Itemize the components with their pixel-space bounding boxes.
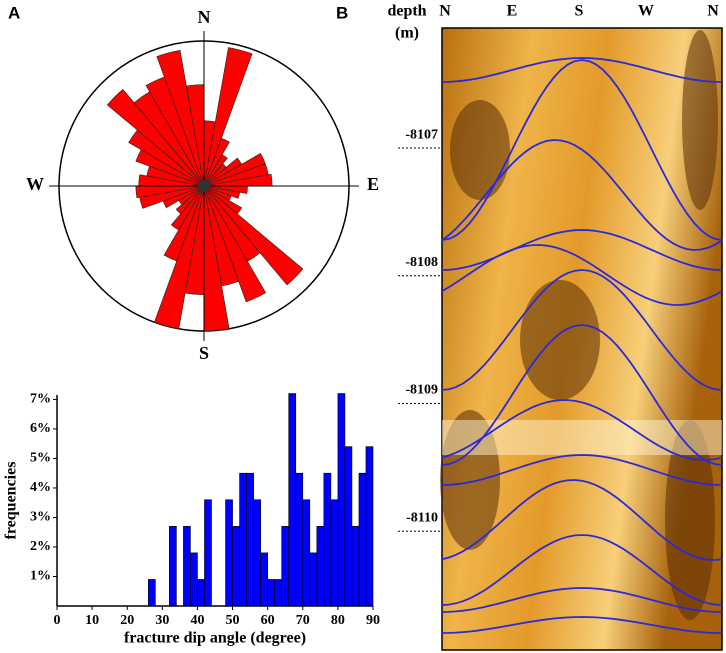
bar <box>183 526 191 607</box>
x-tick-label: 10 <box>85 613 99 628</box>
dark-feature <box>682 30 718 210</box>
y-tick-label: 7% <box>30 392 51 407</box>
x-tick-label: W <box>638 3 654 20</box>
bar <box>358 472 367 607</box>
y-tick-label: -8107 <box>405 127 438 142</box>
bar <box>246 472 254 607</box>
bar <box>232 526 240 607</box>
bar <box>295 472 304 607</box>
fracture-trace <box>441 616 723 634</box>
x-tick-label: 60 <box>261 613 275 628</box>
petal <box>203 185 267 303</box>
bar <box>197 579 205 607</box>
dark-feature <box>520 280 600 400</box>
x-tick-label: S <box>575 3 584 20</box>
fracture-trace <box>441 587 723 613</box>
y-tick-label: -8108 <box>405 255 438 270</box>
bar <box>204 499 212 607</box>
x-tick-label: N <box>439 3 451 20</box>
petal <box>175 185 205 215</box>
petal <box>154 185 205 330</box>
fracture-trace <box>441 57 723 83</box>
fracture-trace <box>441 244 723 306</box>
x-tick-label: 40 <box>190 613 204 628</box>
petal <box>170 185 205 231</box>
rose-diagram: N E S W <box>26 7 379 363</box>
petal <box>203 137 230 187</box>
direction-label: N <box>198 7 211 27</box>
bar <box>260 552 268 607</box>
x-tick-label: 0 <box>54 613 61 628</box>
fracture-trace <box>441 139 723 251</box>
y-tick-label: 3% <box>30 510 51 525</box>
x-axis-label: fracture dip angle (degree) <box>124 630 306 647</box>
x-tick-label: 80 <box>331 613 345 628</box>
bar <box>337 393 346 607</box>
bar <box>309 552 318 607</box>
y-tick-label: 4% <box>30 480 51 495</box>
center <box>198 180 210 192</box>
bar <box>190 552 198 607</box>
bar <box>239 472 247 607</box>
fracture-trace <box>441 479 723 561</box>
direction-label: S <box>199 343 209 363</box>
bar <box>225 499 233 607</box>
bar <box>274 579 283 607</box>
petal <box>156 49 205 187</box>
y-tick-label: -8109 <box>405 383 438 398</box>
direction-label: E <box>367 174 379 194</box>
bar <box>253 499 261 607</box>
petal <box>106 88 205 187</box>
bar <box>351 526 360 607</box>
bar <box>281 526 290 607</box>
bar <box>267 579 275 607</box>
bar <box>316 526 325 607</box>
fracture-trace <box>441 229 723 271</box>
y-tick-label: 1% <box>30 569 51 584</box>
panel-label: B <box>336 3 348 22</box>
histogram: 0 10 20 30 40 50 60 70 80 90 1% 2% 3% 4% 5% 6% 7% fractur… <box>3 392 380 647</box>
petal <box>203 47 253 187</box>
dark-feature <box>450 100 510 200</box>
fracture-trace <box>441 534 723 606</box>
y-axis-label: (m) <box>395 25 419 42</box>
petal <box>203 185 304 286</box>
direction-label: W <box>26 174 44 194</box>
y-tick-label: -8110 <box>406 510 438 525</box>
bar <box>323 472 332 607</box>
x-tick-label: 50 <box>226 613 240 628</box>
bar <box>302 499 311 607</box>
bar <box>147 579 156 607</box>
dark-feature <box>665 420 715 620</box>
y-axis-label: frequencies <box>3 462 20 540</box>
y-axis-label: depth <box>387 3 426 20</box>
bar <box>330 499 339 607</box>
fracture-trace <box>441 324 723 466</box>
x-tick-label: 30 <box>155 613 169 628</box>
fracture-trace <box>441 399 723 461</box>
petal <box>163 185 205 262</box>
x-tick-label: 90 <box>366 613 380 628</box>
x-tick-label: N <box>707 3 719 20</box>
fracture-trace <box>441 454 723 486</box>
bar <box>288 393 297 607</box>
x-tick-label: 70 <box>296 613 310 628</box>
y-tick-label: 6% <box>30 421 51 436</box>
bar <box>344 446 353 607</box>
x-tick-label: 20 <box>120 613 134 628</box>
petal <box>203 154 228 187</box>
fracture-trace <box>441 59 723 241</box>
y-tick-label: 5% <box>30 451 51 466</box>
bright-band <box>442 420 722 455</box>
panel-label: A <box>8 3 20 22</box>
bar <box>365 446 374 607</box>
fracture-trace <box>441 269 723 391</box>
x-tick-label: E <box>507 3 518 20</box>
y-tick-label: 2% <box>30 539 51 554</box>
bar <box>169 526 177 607</box>
